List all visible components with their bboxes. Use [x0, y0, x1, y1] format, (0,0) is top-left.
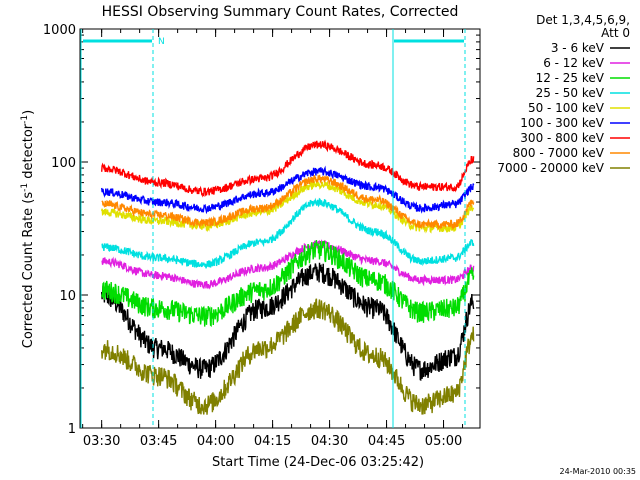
legend-label: 800 - 7000 keV	[513, 146, 605, 160]
series-line	[101, 197, 475, 269]
x-tick-label: 04:45	[368, 434, 405, 449]
plot-frame	[79, 28, 481, 429]
series-line	[101, 262, 475, 382]
x-tick-label: 05:00	[425, 434, 462, 449]
legend-label: 6 - 12 keV	[543, 56, 605, 70]
series-line	[101, 178, 475, 234]
x-axis: 03:30 03:45 04:00 04:15 04:30 04:45 05:00	[82, 29, 464, 449]
y-tick-label: 1000	[43, 23, 76, 38]
legend-header-line-2: Att 0	[601, 26, 630, 40]
series-layer	[101, 139, 475, 415]
legend-header-line-1: Det 1,3,4,5,6,9,	[536, 13, 630, 27]
legend-label: 3 - 6 keV	[551, 41, 605, 55]
series-line	[101, 165, 475, 215]
chart-title: HESSI Observing Summary Count Rates, Cor…	[102, 4, 459, 20]
y-tick-label: 10	[59, 289, 76, 304]
series-line	[101, 240, 475, 328]
y-axis-label: Corrected Count Rate (s-1 detector-1)	[20, 110, 36, 348]
series-line	[101, 298, 475, 415]
x-tick-label: 03:30	[83, 434, 120, 449]
x-axis-label: Start Time (24-Dec-06 03:25:42)	[212, 455, 424, 470]
footer-date: 24-Mar-2010 00:35	[560, 467, 637, 476]
x-tick-label: 04:00	[197, 434, 234, 449]
y-tick-label: 1	[68, 422, 76, 437]
x-tick-label: 04:15	[254, 434, 291, 449]
night-marker-label: N	[158, 37, 165, 47]
legend-label: 12 - 25 keV	[536, 71, 605, 85]
x-tick-label: 03:45	[140, 434, 177, 449]
legend-label: 300 - 800 keV	[520, 131, 604, 145]
legend-label: 7000 - 20000 keV	[497, 161, 604, 175]
legend-label: 50 - 100 keV	[528, 101, 605, 115]
x-tick-label: 04:30	[311, 434, 348, 449]
series-line	[101, 174, 475, 231]
series-line	[101, 239, 475, 290]
legend-label: 100 - 300 keV	[520, 116, 604, 130]
legend-label: 25 - 50 keV	[536, 86, 605, 100]
series-line	[101, 139, 475, 198]
y-tick-label: 100	[51, 156, 76, 171]
observation-markers: N	[80, 29, 466, 428]
